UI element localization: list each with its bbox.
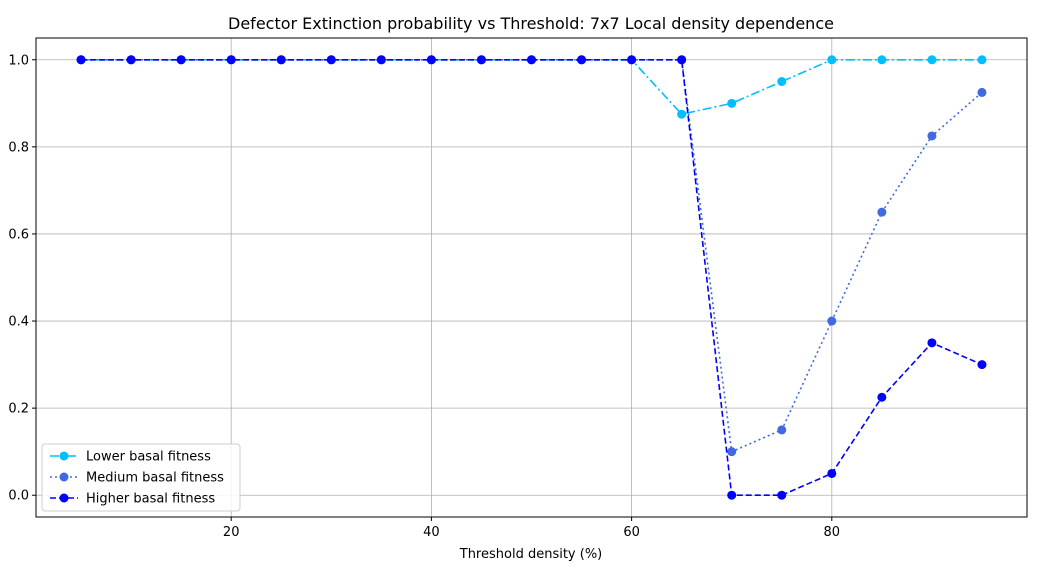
data-point: [777, 490, 787, 500]
data-point: [977, 360, 987, 370]
series-2: [76, 55, 987, 457]
series-3: [76, 55, 987, 500]
y-tick-label: 0.4: [8, 315, 29, 330]
y-tick-label: 1.0: [8, 53, 29, 68]
legend-marker: [59, 451, 69, 461]
legend-item: Higher basal fitness: [50, 492, 215, 507]
data-point: [226, 55, 236, 65]
data-point: [777, 425, 787, 435]
data-point: [827, 468, 837, 478]
y-tick-label: 0.0: [8, 489, 29, 504]
series-1: [76, 55, 987, 119]
y-tick-label: 0.8: [8, 140, 29, 155]
data-point: [777, 77, 787, 87]
data-point: [727, 98, 737, 108]
x-tick-label: 80: [824, 525, 841, 540]
data-point: [827, 316, 837, 326]
data-point: [326, 55, 336, 65]
data-point: [927, 55, 937, 65]
y-tick-label: 0.6: [8, 227, 29, 242]
data-point: [927, 338, 937, 348]
plot-frame: [35, 37, 1028, 518]
data-point: [977, 55, 987, 65]
data-point: [827, 55, 837, 65]
legend-marker: [59, 493, 69, 503]
series-line: [81, 58, 982, 116]
legend-marker: [59, 472, 69, 482]
data-point: [376, 55, 386, 65]
data-point: [476, 55, 486, 65]
data-point: [627, 55, 637, 65]
chart-title: Defector Extinction probability vs Thres…: [228, 14, 834, 33]
data-point: [76, 55, 86, 65]
series-line: [81, 58, 983, 497]
ticks: 20 40 60 80 0.0 0.2 0.4 0.6 0.8 1.0: [8, 53, 840, 540]
x-tick-label: 20: [223, 525, 240, 540]
data-point: [877, 207, 887, 217]
data-point: [727, 490, 737, 500]
data-point: [727, 447, 737, 457]
data-point: [977, 87, 987, 97]
legend-item: Medium basal fitness: [50, 471, 224, 486]
data-point: [877, 392, 887, 402]
data-point: [426, 55, 436, 65]
data-point: [677, 55, 687, 65]
y-tick-label: 0.2: [8, 402, 29, 417]
series-layer: [76, 55, 987, 500]
data-point: [276, 55, 286, 65]
legend-item: Lower basal fitness: [50, 450, 211, 465]
data-point: [877, 55, 887, 65]
legend-label: Lower basal fitness: [86, 450, 211, 465]
data-point: [677, 109, 687, 119]
data-point: [927, 131, 937, 141]
data-point: [126, 55, 136, 65]
x-tick-label: 40: [423, 525, 440, 540]
data-point: [176, 55, 186, 65]
legend-label: Higher basal fitness: [86, 492, 215, 507]
x-axis-title: Threshold density (%): [459, 547, 603, 562]
x-tick-label: 60: [623, 525, 640, 540]
data-point: [577, 55, 587, 65]
legend-label: Medium basal fitness: [86, 471, 224, 486]
legend: Lower basal fitness Medium basal fitness H…: [41, 443, 241, 512]
legend-box: [41, 443, 241, 512]
series-line: [81, 58, 983, 453]
data-point: [527, 55, 536, 65]
